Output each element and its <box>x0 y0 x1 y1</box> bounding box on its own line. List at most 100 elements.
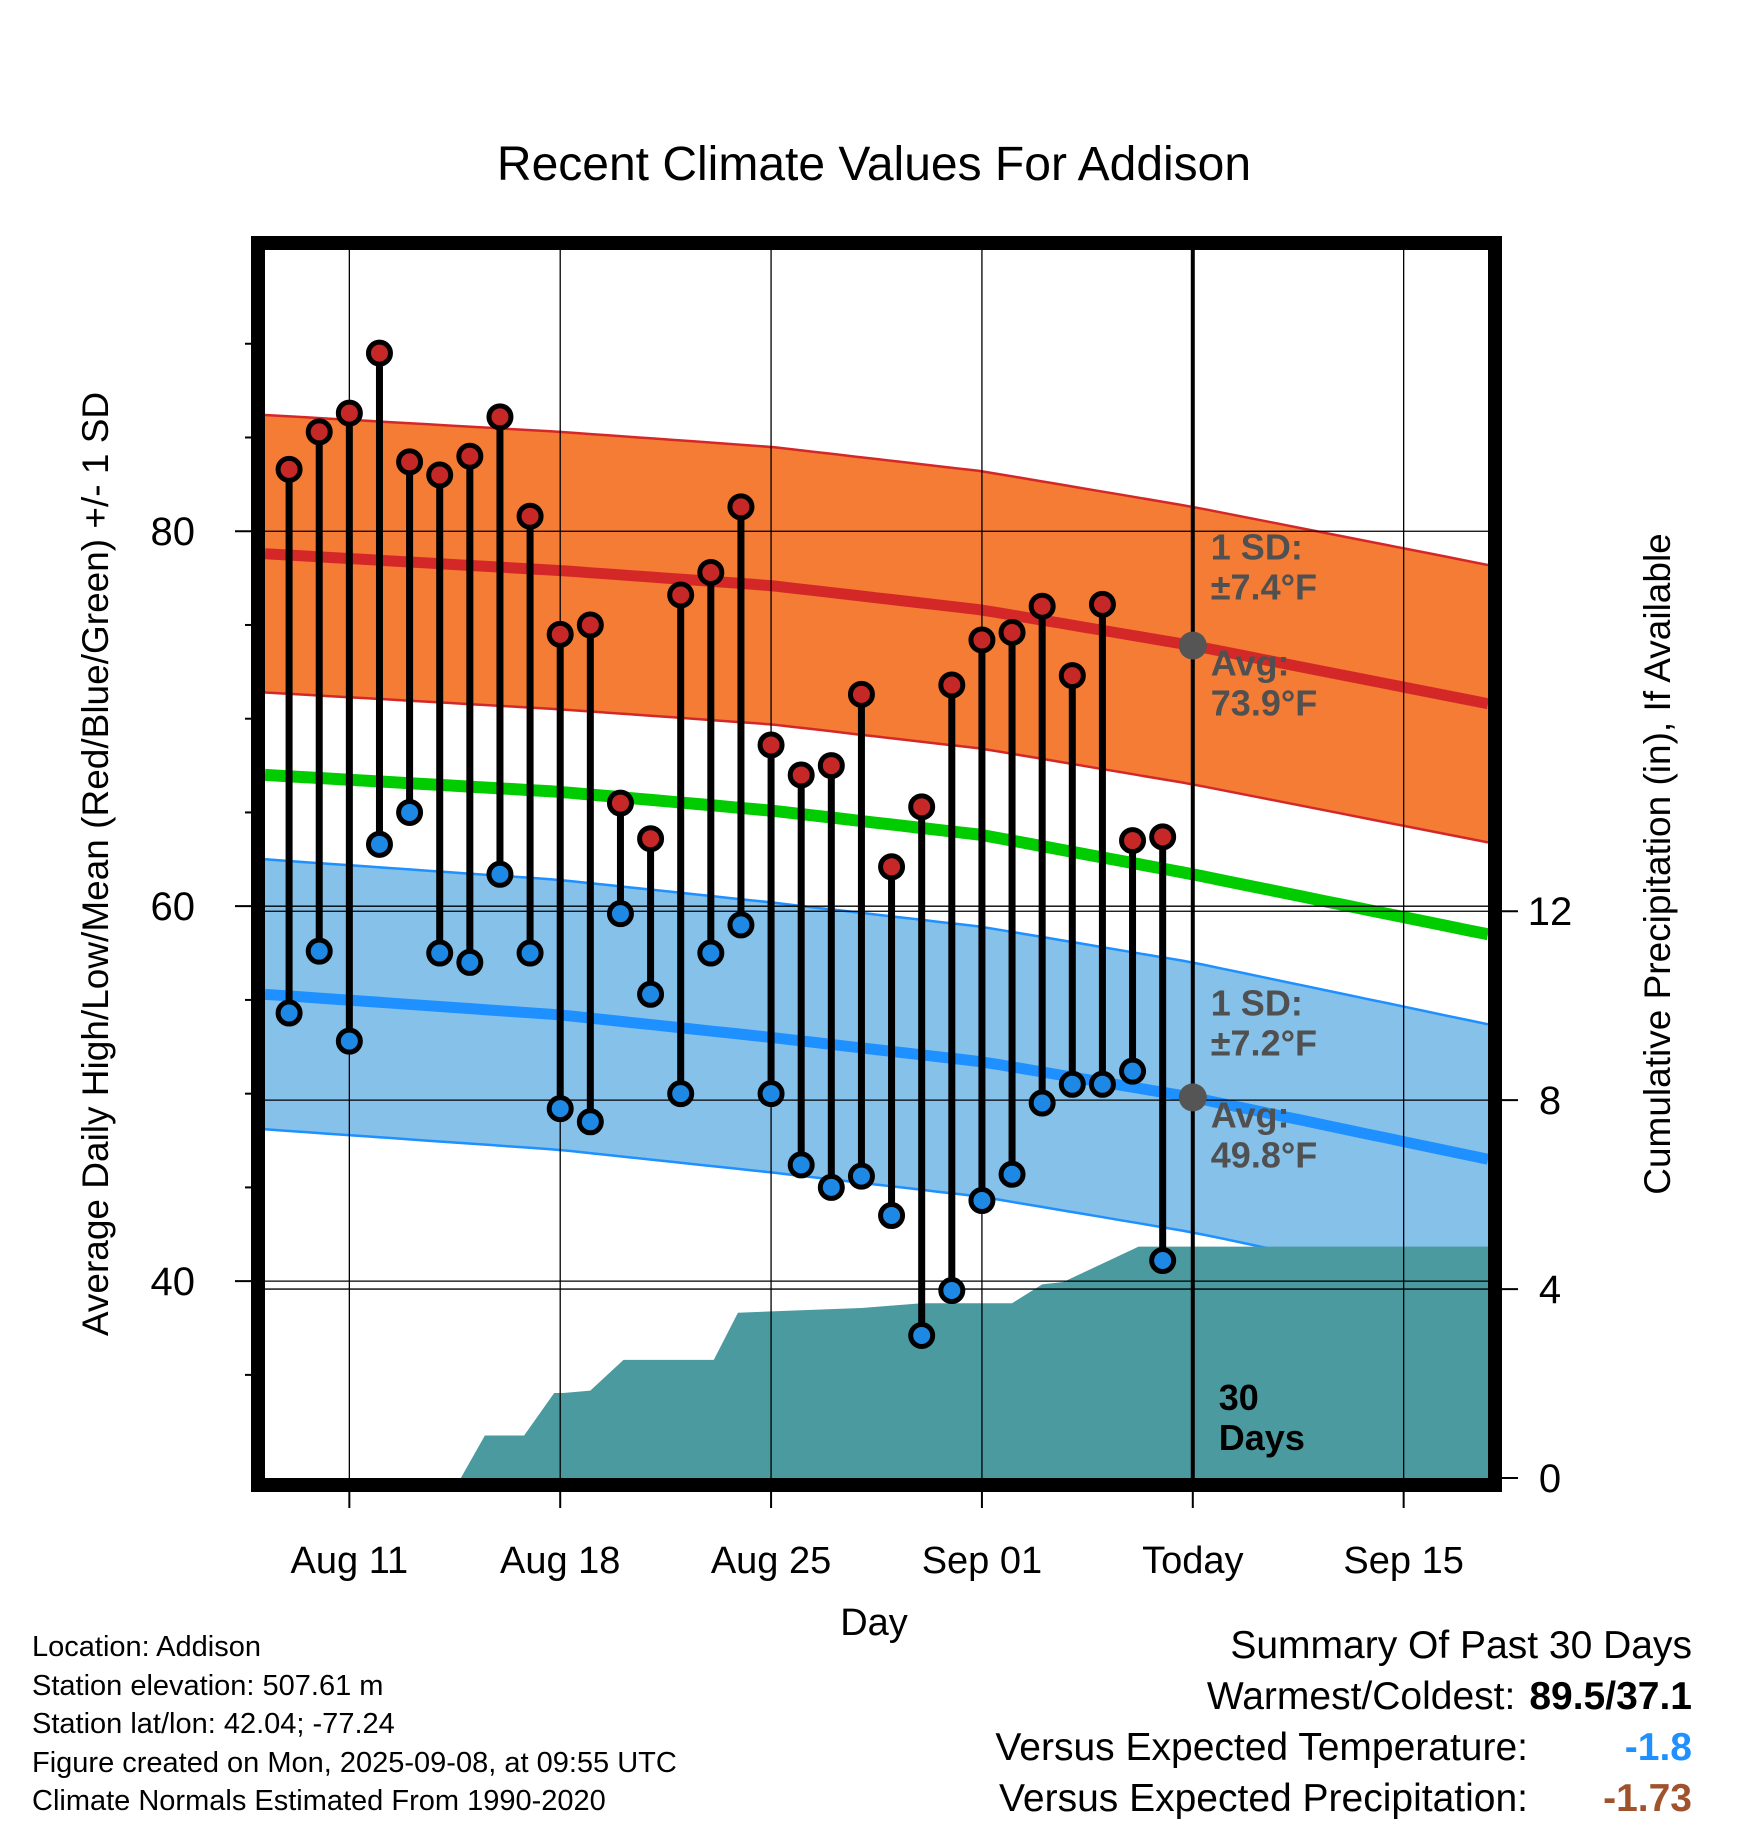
x-tick-label-4: Today <box>1142 1540 1243 1582</box>
daily-low-point-29 <box>1149 1247 1177 1275</box>
today-low-avg-marker <box>1178 1083 1207 1112</box>
precip-anomaly-row: Versus Expected Precipitation: -1.73 <box>995 1773 1692 1824</box>
daily-low-point-23 <box>968 1187 996 1215</box>
y-tick-label-40: 40 <box>151 1260 196 1304</box>
daily-high-point-13 <box>667 581 695 609</box>
daily-low-point-22 <box>938 1277 966 1305</box>
daily-low-point-11 <box>606 900 634 928</box>
daily-high-point-17 <box>787 761 815 789</box>
daily-high-point-12 <box>637 825 665 853</box>
summary-title: Summary Of Past 30 Days <box>1230 1624 1692 1667</box>
daily-low-point-18 <box>817 1173 845 1201</box>
daily-low-point-16 <box>757 1080 785 1108</box>
daily-high-point-25 <box>1028 592 1056 620</box>
warm-cold-value: 89.5/37.1 <box>1529 1675 1692 1718</box>
plot-background <box>265 413 1488 1478</box>
daily-low-point-25 <box>1028 1089 1056 1117</box>
daily-low-point-15 <box>727 911 755 939</box>
daily-high-point-20 <box>878 853 906 881</box>
y2-tick-label-8: 8 <box>1539 1079 1561 1123</box>
daily-high-point-29 <box>1149 823 1177 851</box>
daily-low-point-27 <box>1088 1070 1116 1098</box>
daily-high-point-6 <box>456 442 484 470</box>
x-tick-label-0: Aug 11 <box>291 1540 409 1582</box>
daily-low-point-1 <box>305 937 333 965</box>
x-tick-label-1: Aug 18 <box>500 1540 620 1582</box>
daily-low-point-9 <box>546 1095 574 1123</box>
daily-low-point-13 <box>667 1080 695 1108</box>
daily-low-point-14 <box>697 939 725 967</box>
y2-tick-label-12: 12 <box>1528 890 1573 934</box>
created-text: Figure created on Mon, 2025-09-08, at 09… <box>32 1746 677 1779</box>
location-text: Location: Addison <box>32 1631 261 1663</box>
daily-low-point-0 <box>275 999 303 1027</box>
daily-high-point-5 <box>426 461 454 489</box>
precip-area <box>265 1246 1488 1478</box>
daily-high-point-24 <box>998 618 1026 646</box>
low-sd-annotation: 1 SD: ±7.2°F <box>1211 982 1317 1063</box>
daily-high-point-18 <box>817 752 845 780</box>
daily-low-point-26 <box>1058 1070 1086 1098</box>
daily-high-point-14 <box>697 558 725 586</box>
temp-anomaly-row: Versus Expected Temperature: -1.8 <box>995 1722 1692 1773</box>
high-sd-annotation: 1 SD: ±7.4°F <box>1211 527 1317 608</box>
warm-cold-row: Warmest/Coldest: 89.5/37.1 <box>995 1671 1692 1722</box>
daily-high-point-23 <box>968 626 996 654</box>
daily-high-point-4 <box>396 448 424 476</box>
summary-panel: Summary Of Past 30 Days Warmest/Coldest:… <box>995 1620 1692 1824</box>
daily-high-point-27 <box>1088 590 1116 618</box>
temp-anomaly-value: -1.8 <box>1624 1726 1692 1769</box>
daily-low-point-21 <box>908 1322 936 1350</box>
latlon-text: Station lat/lon: 42.04; -77.24 <box>32 1708 395 1740</box>
daily-low-point-12 <box>637 980 665 1008</box>
daily-low-point-28 <box>1119 1057 1147 1085</box>
daily-high-point-19 <box>847 680 875 708</box>
daily-high-point-8 <box>516 502 544 530</box>
y-axis-label: Average Daily High/Low/Mean (Red/Blue/Gr… <box>75 392 116 1336</box>
daily-low-point-8 <box>516 939 544 967</box>
daily-high-point-11 <box>606 789 634 817</box>
daily-high-point-1 <box>305 418 333 446</box>
precip-days-annotation: 30 Days <box>1219 1377 1305 1458</box>
daily-high-point-7 <box>486 403 514 431</box>
x-tick-label-2: Aug 25 <box>711 1540 831 1582</box>
station-info: Location: Addison Station elevation: 507… <box>32 1628 677 1821</box>
y-tick-label-60: 60 <box>151 885 196 929</box>
daily-high-point-9 <box>546 620 574 648</box>
daily-high-point-0 <box>275 455 303 483</box>
axes: Aug 11 Aug 18 Aug 25 Sep 01 Today Sep 15 40 60 8… <box>151 342 1573 1582</box>
daily-low-point-7 <box>486 860 514 888</box>
warm-cold-label: Warmest/Coldest: <box>1206 1675 1516 1718</box>
low-avg-annotation: Avg: 49.8°F <box>1211 1094 1317 1175</box>
daily-low-point-10 <box>576 1108 604 1136</box>
daily-high-point-2 <box>335 399 363 427</box>
daily-low-point-24 <box>998 1160 1026 1188</box>
y-tick-label-80: 80 <box>151 510 196 554</box>
chart-title: Recent Climate Values For Addison <box>497 138 1251 191</box>
x-tick-label-3: Sep 01 <box>922 1540 1042 1582</box>
temp-anomaly-label: Versus Expected Temperature: <box>995 1726 1528 1769</box>
daily-high-point-21 <box>908 793 936 821</box>
daily-high-point-3 <box>365 339 393 367</box>
daily-high-point-26 <box>1058 662 1086 690</box>
daily-series <box>275 339 1177 1350</box>
y2-tick-label-4: 4 <box>1539 1268 1561 1312</box>
normals-text: Climate Normals Estimated From 1990-2020 <box>32 1785 606 1817</box>
y2-axis-label: Cumulative Precipitation (in), If Availa… <box>1637 533 1678 1195</box>
daily-high-point-10 <box>576 611 604 639</box>
daily-high-point-22 <box>938 671 966 699</box>
precip-anomaly-label: Versus Expected Precipitation: <box>999 1777 1528 1820</box>
x-axis-label: Day <box>840 1602 908 1644</box>
daily-low-point-19 <box>847 1162 875 1190</box>
elevation-text: Station elevation: 507.61 m <box>32 1669 384 1702</box>
normal-low-line <box>265 988 1488 1165</box>
daily-low-point-17 <box>787 1151 815 1179</box>
high-sd-band <box>265 415 1488 843</box>
plot-frame <box>251 236 1502 1492</box>
daily-low-point-2 <box>335 1027 363 1055</box>
high-sd-band-upper-edge <box>265 413 1488 567</box>
x-tick-label-5: Sep 15 <box>1343 1540 1463 1582</box>
daily-low-point-5 <box>426 939 454 967</box>
daily-low-point-6 <box>456 948 484 976</box>
